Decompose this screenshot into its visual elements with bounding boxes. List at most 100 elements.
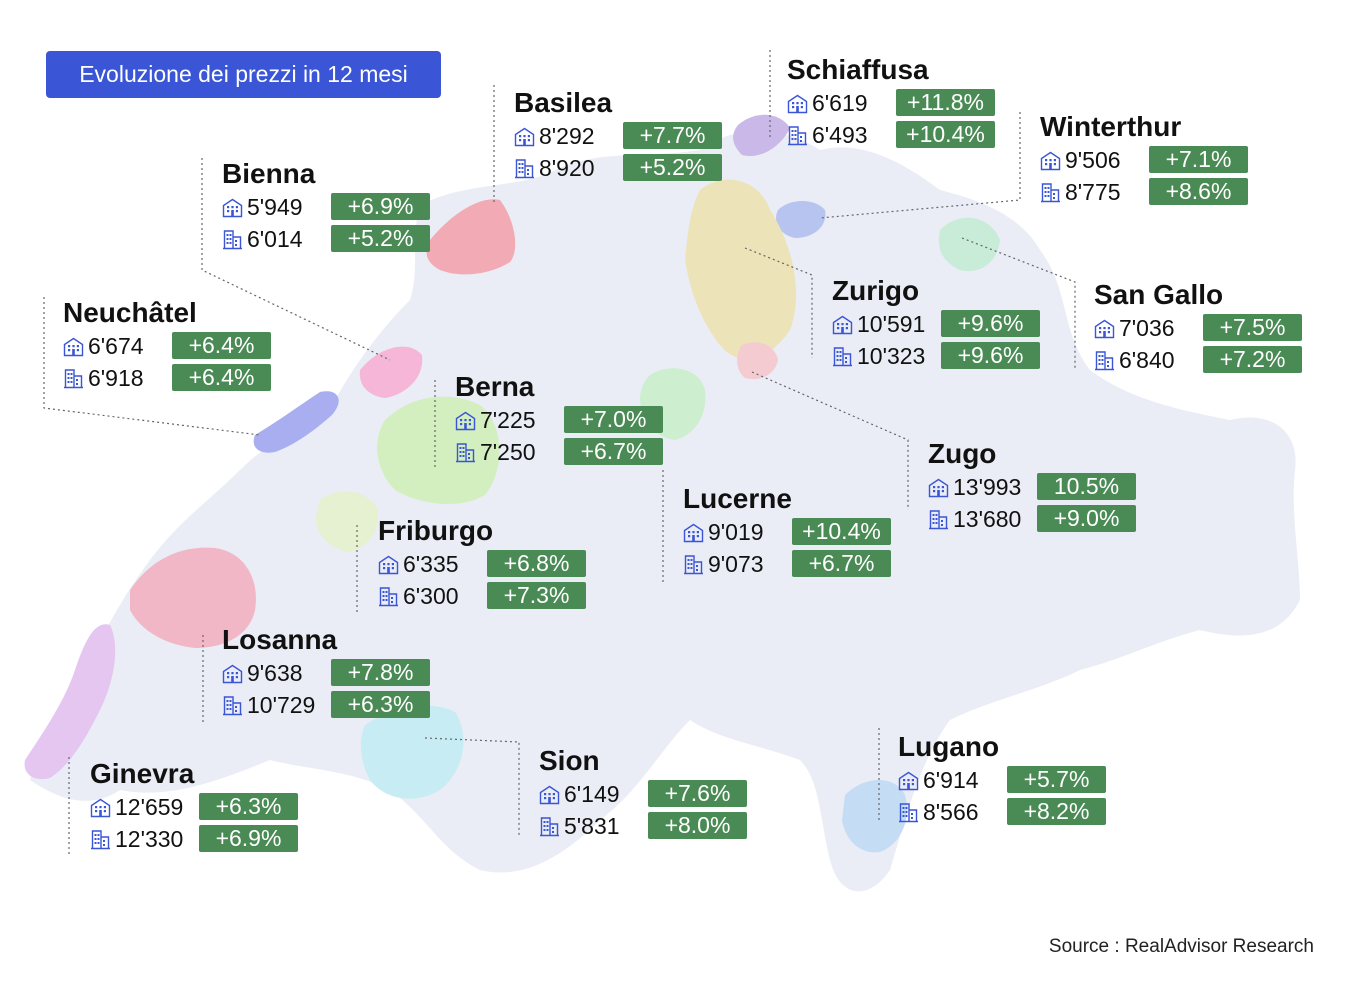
region-sion [360,705,464,799]
price-change-badge: +10.4% [896,121,995,148]
apartment-building-icon [539,784,560,805]
apartment-row: 9'019 +10.4% [683,516,891,548]
house-building-icon [1040,182,1061,203]
region-bienna [359,346,423,398]
city-name: Schiaffusa [787,54,929,85]
price-value: 6'493 [812,121,868,148]
price-value: 6'674 [88,332,144,359]
house-row: 12'330 +6.9% [90,823,298,855]
region-zugo [737,342,778,380]
city-label-san-gallo: San Gallo 7'036 +7.5% 6'840 +7.2% [1094,278,1302,376]
house-building-icon [222,695,243,716]
price-change-badge: +6.9% [199,825,298,852]
price-value: 12'659 [115,793,184,820]
apartment-row: 6'149 +7.6% [539,778,747,810]
city-label-lucerne: Lucerne 9'019 +10.4% 9'073 +6.7% [683,482,891,580]
price-change-badge: +6.3% [199,793,298,820]
price-change-badge: +10.4% [792,518,891,545]
price-value: 10'323 [857,342,926,369]
leader-lines [43,50,1076,855]
price-value: 9'638 [247,659,303,686]
city-label-zugo: Zugo 13'993 10.5% 13'680 +9.0% [928,437,1136,535]
city-name: Zurigo [832,275,920,306]
price-change-badge: +9.6% [941,310,1040,337]
apartment-building-icon [378,554,399,575]
price-change-badge: +7.3% [487,582,586,609]
price-value: 8'920 [539,154,595,181]
price-change-badge: +11.8% [896,89,995,116]
house-building-icon [1094,350,1115,371]
price-value: 10'729 [247,691,316,718]
price-change-badge: +7.7% [623,122,722,149]
city-name: Neuchâtel [63,297,197,328]
city-name: San Gallo [1094,279,1224,310]
house-row: 8'920 +5.2% [514,152,722,184]
city-name: Friburgo [378,515,494,546]
house-row: 9'073 +6.7% [683,548,891,580]
apartment-building-icon [514,126,535,147]
price-change-badge: +6.7% [792,550,891,577]
price-change-badge: +9.0% [1037,505,1136,532]
house-building-icon [90,829,111,850]
price-value: 6'619 [812,89,868,116]
apartment-row: 9'638 +7.8% [222,657,430,689]
city-label-friburgo: Friburgo 6'335 +6.8% 6'300 +7.3% [378,514,586,612]
city-name: Losanna [222,624,338,655]
apartment-row: 6'914 +5.7% [898,764,1106,796]
apartment-building-icon [683,522,704,543]
apartment-building-icon [1040,150,1061,171]
city-name: Lugano [898,731,1000,762]
house-building-icon [928,509,949,530]
price-value: 7'036 [1119,314,1175,341]
apartment-row: 7'225 +7.0% [455,404,663,436]
price-change-badge: +6.3% [331,691,430,718]
house-row: 6'840 +7.2% [1094,344,1302,376]
city-name: Zugo [928,438,997,469]
apartment-row: 6'335 +6.8% [378,548,586,580]
city-label-neuchatel: Neuchâtel 6'674 +6.4% 6'918 +6.4% [63,296,271,394]
region-losanna [130,547,256,648]
price-change-badge: +5.2% [623,154,722,181]
price-value: 8'775 [1065,178,1121,205]
price-value: 6'014 [247,225,303,252]
region-basilea [426,199,516,275]
apartment-row: 9'506 +7.1% [1040,144,1248,176]
house-building-icon [898,802,919,823]
price-change-badge: 10.5% [1037,473,1136,500]
apartment-row: 7'036 +7.5% [1094,312,1302,344]
price-value: 9'073 [708,550,764,577]
house-building-icon [378,586,399,607]
house-row: 8'775 +8.6% [1040,176,1248,208]
city-label-sion: Sion 6'149 +7.6% 5'831 +8.0% [539,744,747,842]
price-change-badge: +7.2% [1203,346,1302,373]
price-change-badge: +6.4% [172,364,271,391]
house-building-icon [514,158,535,179]
house-row: 7'250 +6.7% [455,436,663,468]
price-change-badge: +5.2% [331,225,430,252]
price-change-badge: +7.6% [648,780,747,807]
house-row: 10'323 +9.6% [832,340,1040,372]
region-schiaffusa [733,114,790,156]
house-row: 8'566 +8.2% [898,796,1106,828]
city-name: Bienna [222,158,316,189]
apartment-building-icon [928,477,949,498]
apartment-building-icon [90,797,111,818]
apartment-building-icon [898,770,919,791]
region-ginevra [24,624,116,780]
price-value: 8'292 [539,122,595,149]
city-label-schiaffusa: Schiaffusa 6'619 +11.8% 6'493 +10.4% [787,53,995,151]
house-row: 6'300 +7.3% [378,580,586,612]
house-building-icon [832,346,853,367]
city-name: Winterthur [1040,111,1182,142]
apartment-building-icon [832,314,853,335]
price-value: 9'019 [708,518,764,545]
house-building-icon [683,554,704,575]
house-row: 6'918 +6.4% [63,362,271,394]
apartment-row: 8'292 +7.7% [514,120,722,152]
city-name: Berna [455,371,535,402]
city-label-zurigo: Zurigo 10'591 +9.6% 10'323 +9.6% [832,274,1040,372]
price-value: 10'591 [857,310,926,337]
price-value: 6'300 [403,582,459,609]
price-value: 13'993 [953,473,1022,500]
apartment-building-icon [222,663,243,684]
